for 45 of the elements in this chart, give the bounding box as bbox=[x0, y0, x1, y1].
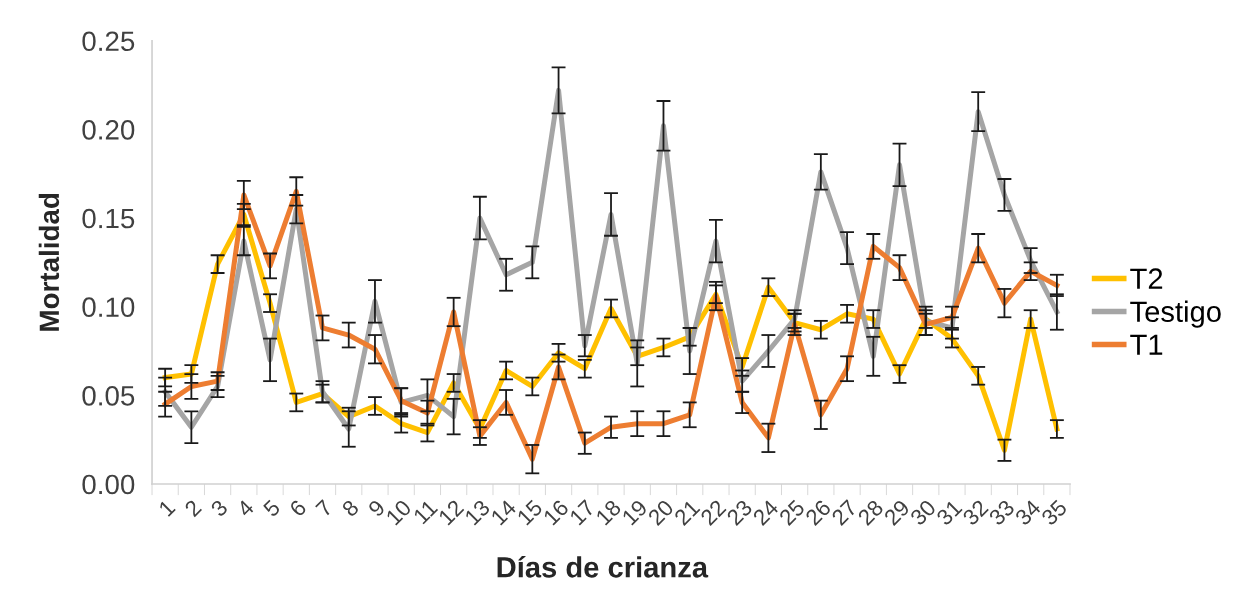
x-tick-label: 22 bbox=[699, 499, 727, 526]
x-tick-label: 10 bbox=[385, 498, 413, 526]
x-tick-label: 8 bbox=[341, 498, 360, 518]
y-axis-title: Mortalidad bbox=[38, 193, 60, 331]
x-tick-label: 17 bbox=[569, 499, 596, 526]
x-tick-label: 27 bbox=[830, 499, 858, 526]
legend-label: T2 bbox=[1130, 268, 1163, 289]
x-tick-label: 25 bbox=[778, 498, 806, 527]
x-tick-label: 24 bbox=[752, 498, 780, 526]
x-tick-label: 31 bbox=[935, 499, 963, 527]
y-tick-label: 0.20 bbox=[82, 120, 135, 140]
x-tick-label: 15 bbox=[516, 499, 544, 526]
x-tick-label: 16 bbox=[542, 498, 570, 526]
x-tick-label: 26 bbox=[804, 498, 832, 527]
x-tick-label: 12 bbox=[437, 499, 465, 526]
x-tick-label: 11 bbox=[412, 499, 439, 525]
y-tick-label: 0.05 bbox=[82, 385, 135, 406]
x-tick-label: 13 bbox=[464, 498, 491, 526]
x-tick-label: 18 bbox=[595, 498, 622, 526]
x-tick-label: 14 bbox=[490, 498, 518, 526]
legend-label: T1 bbox=[1130, 334, 1163, 355]
x-tick-label: 35 bbox=[1040, 498, 1068, 527]
x-tick-label: 29 bbox=[883, 499, 911, 527]
x-axis-title: Días de crianza bbox=[497, 555, 709, 578]
y-tick-label: 0.00 bbox=[82, 474, 135, 495]
x-tick-label: 20 bbox=[647, 498, 675, 527]
x-tick-label: 1 bbox=[158, 499, 176, 517]
x-tick-label: 4 bbox=[236, 498, 255, 518]
x-tick-label: 2 bbox=[183, 499, 202, 518]
y-tick-label: 0.15 bbox=[82, 208, 135, 229]
x-tick-label: 28 bbox=[857, 498, 885, 527]
x-tick-label: 32 bbox=[961, 499, 989, 527]
x-tick-label: 3 bbox=[209, 498, 229, 518]
x-tick-label: 19 bbox=[621, 499, 649, 526]
x-tick-label: 30 bbox=[909, 498, 937, 527]
x-tick-label: 34 bbox=[1014, 498, 1042, 527]
y-tick-label: 0.10 bbox=[82, 297, 135, 318]
x-tick-label: 21 bbox=[673, 499, 701, 526]
legend-label: Testigo bbox=[1130, 300, 1221, 328]
x-tick-label: 9 bbox=[367, 499, 386, 518]
x-tick-label: 6 bbox=[288, 498, 308, 518]
y-tick-label: 0.25 bbox=[82, 31, 135, 52]
x-tick-label: 5 bbox=[262, 499, 281, 518]
x-tick-label: 23 bbox=[725, 498, 754, 527]
x-tick-label: 7 bbox=[315, 499, 334, 518]
